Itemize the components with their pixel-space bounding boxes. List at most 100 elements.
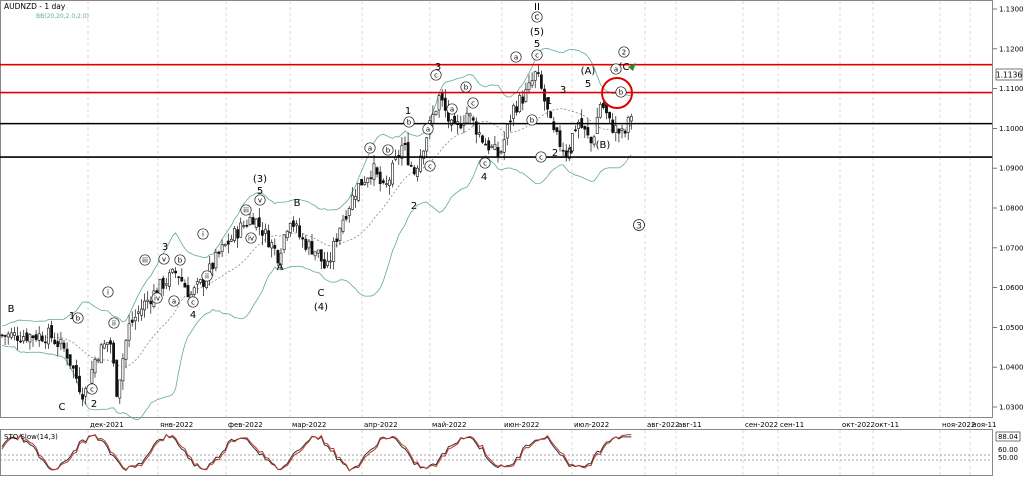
wave-label: 5 [585,79,591,90]
candle-body [65,348,69,359]
candle-body [608,111,612,119]
candle-body [552,121,556,131]
candle-body [391,162,395,185]
price-tick-label: 1.1100 [999,85,1024,93]
wave-label: c [535,52,539,60]
candle-body [437,95,441,111]
candle-body [118,379,122,399]
candle-body [53,339,57,345]
candle-body [549,111,553,119]
wave-label: b [530,117,535,125]
wave-label: 5 [257,186,263,197]
breakout-circle [601,77,633,109]
stochastic-d-line [1,433,632,471]
projection-circle [633,219,645,231]
time-tick-label: янв-2022 [160,421,193,429]
time-tick-label: фев-2022 [228,421,263,429]
lower-band [1,154,632,421]
wave-label: 3 [560,85,566,96]
wave-label: (A) [581,66,596,77]
candle-body [577,121,581,129]
candle-body [518,95,522,112]
osc-level-50-label: 50.00 [998,454,1018,462]
candle-body [434,110,438,115]
price-tick-label: 1.1300 [999,6,1024,14]
price-tick-label: 1.0600 [999,284,1024,292]
candle-body [384,183,388,185]
candle-body [422,150,426,159]
candle-body [375,167,379,175]
wave-label-circle [174,254,186,266]
wave-label-circle [86,383,98,395]
price-scale: 1.1300 1.1200 1.1100 1.1000 1.0900 1.0800 1.07… [993,6,1024,412]
wave-label: ii [112,320,116,328]
candle-body [230,238,233,242]
wave-label: (3) [253,174,267,185]
wave-label: 2 [622,49,626,57]
candle-body [341,219,345,232]
time-tick-label: окт-11 [875,421,899,429]
candle-body [363,182,367,185]
candle-body [28,334,32,343]
candle-body [62,342,66,349]
candle-body [415,167,419,177]
wave-label: b [619,89,624,97]
candle-body [124,339,128,360]
candle-body [558,130,562,147]
candle-body [403,142,407,146]
candle-body [133,316,137,322]
candle-body [9,332,13,338]
wave-label: a [450,106,454,114]
candle-body [313,251,317,257]
wave-label: c [434,72,438,80]
time-axis: дек-2021 янв-2022 фев-2022 мар-2022 апр-2022… [90,421,997,429]
candle-body [50,325,54,339]
candle-body [366,177,370,183]
price-tick-label: 1.0400 [999,364,1024,372]
wave-label: c [471,100,475,108]
candle-body [453,115,457,124]
oscillator-pane-frame [0,429,993,476]
candle-body [226,240,230,245]
candle-body [47,327,50,345]
price-tick-label: 1.0700 [999,244,1024,252]
price-tick-label: 1.0500 [999,324,1024,332]
candle-body [96,359,100,362]
candle-body [536,72,540,74]
candle-body [477,132,481,135]
wave-label: iii [142,257,148,265]
candle-body [233,228,236,241]
candle-body [555,127,559,132]
candle-body [177,276,181,279]
wave-label: 4 [190,310,196,321]
candle-body [626,116,630,133]
wave-label-circle [108,317,120,329]
wave-label: 3 [162,242,168,253]
candle-body [611,119,615,133]
candle-body [22,336,26,342]
candle-body [543,88,546,102]
candle-body [115,359,119,397]
candle-body [335,238,339,242]
candle-body [400,144,404,159]
vertical-grid [87,1,971,475]
candle-body [601,102,605,108]
wave-label: i [202,231,204,239]
wave-label: ii [205,273,209,281]
candle-body [183,282,187,288]
candle-body [285,230,289,239]
candle-body [149,300,153,305]
candle-body [158,279,162,296]
candle-body [16,335,19,341]
candle-body [338,227,342,241]
candle-body [468,113,472,117]
candle-body [357,182,360,201]
time-tick-label: сен-2022 [745,421,778,429]
candle-body [326,260,329,267]
wave-label-circle [168,295,180,307]
wave-label: c [90,386,94,394]
candle-body [493,143,497,150]
candle-body [443,97,447,111]
candle-body [512,105,515,119]
